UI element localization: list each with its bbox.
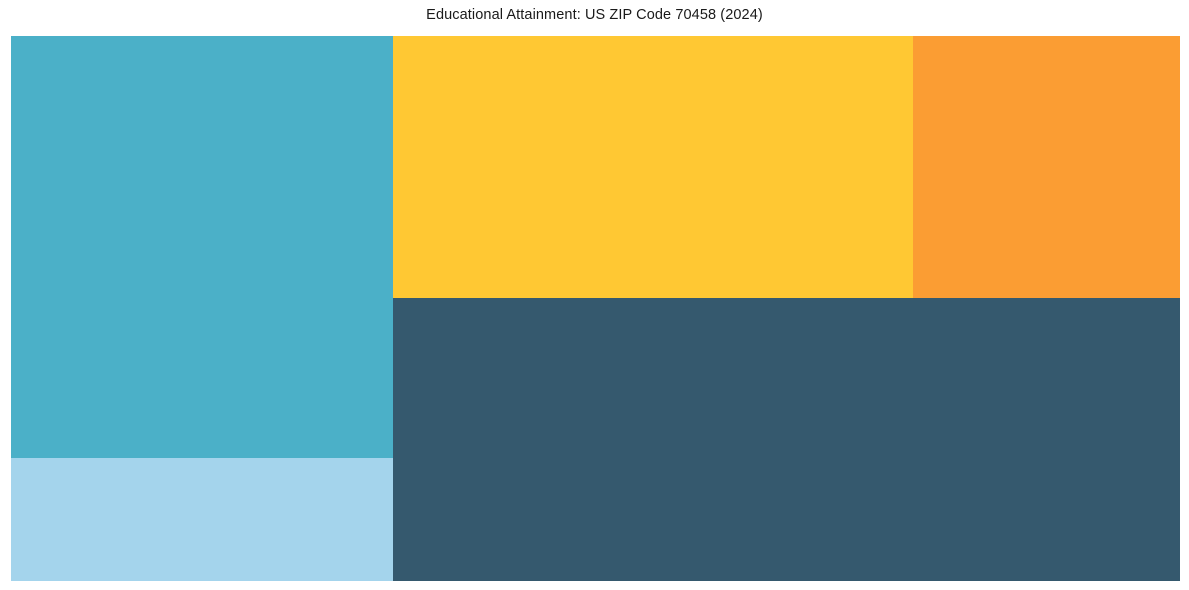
chart-title: Educational Attainment: US ZIP Code 7045… [426,7,763,23]
treemap-tile-less-than-high-school[interactable]: Less than high school [11,458,393,581]
treemap-plot-area: High school graduate Less than high scho… [11,36,1180,581]
treemap-tile-graduate-professional-degree[interactable]: Graduate or professional degree [913,36,1180,298]
treemap-tile-some-college-or-associate[interactable]: Some college or associate degree [393,298,1180,581]
treemap-tile-high-school-graduate[interactable]: High school graduate [11,36,393,458]
treemap-tile-bachelors-degree[interactable]: Bachelor's degree [393,36,913,298]
